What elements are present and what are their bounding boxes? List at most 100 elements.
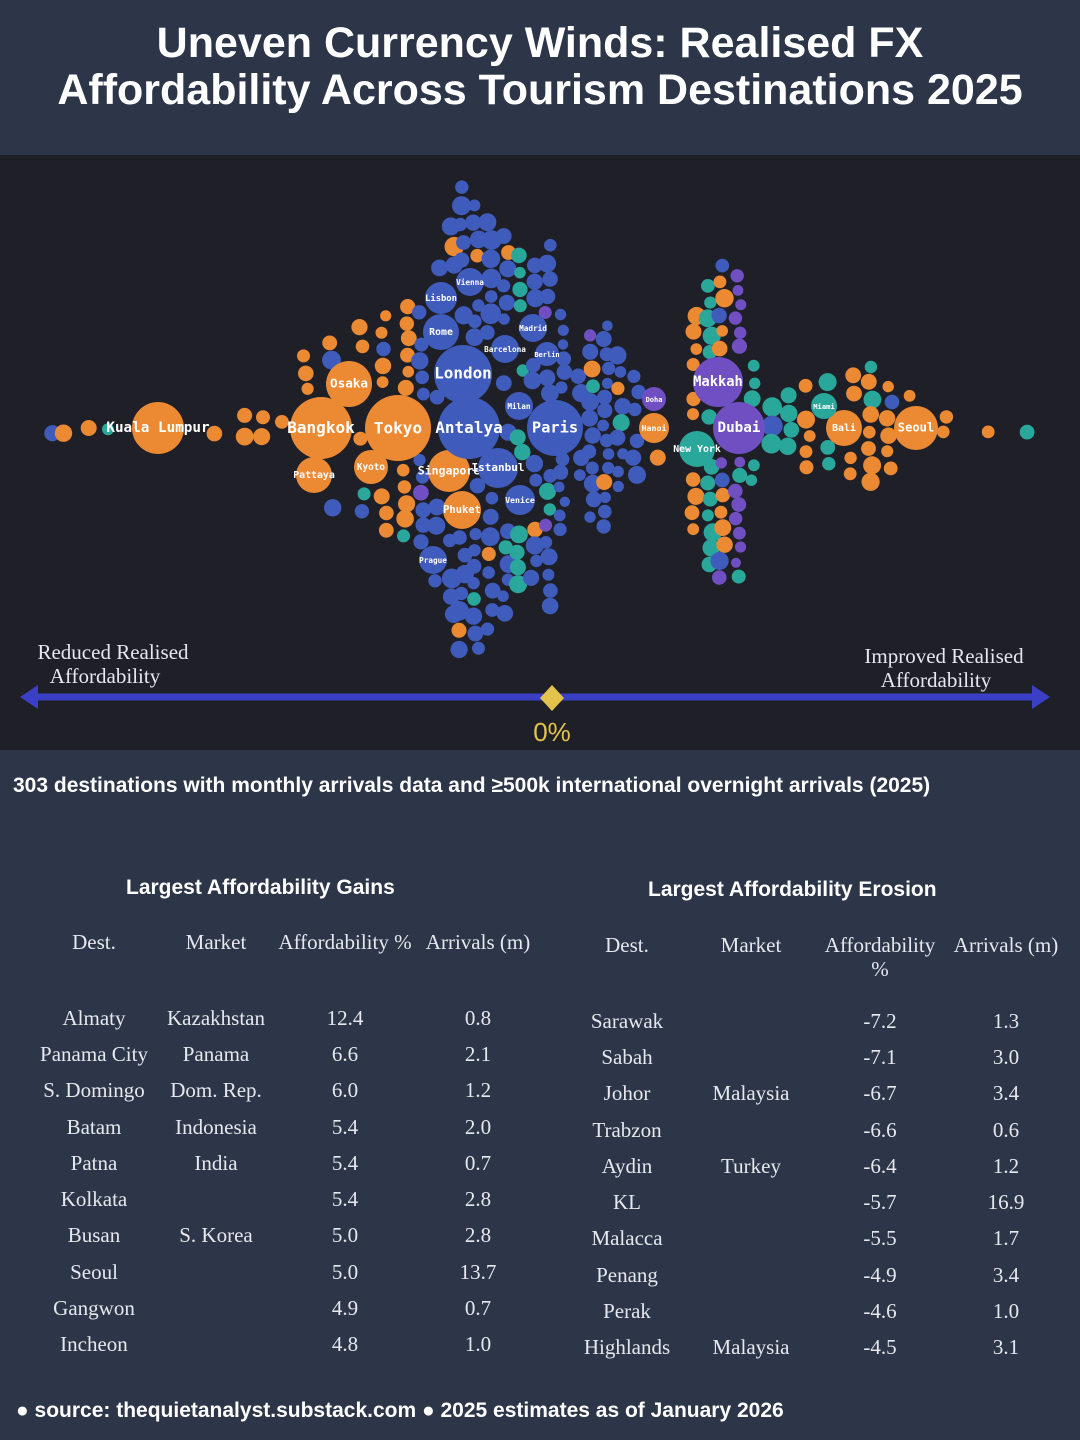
- bubble-seoul: [894, 406, 938, 450]
- destination-bubble: [557, 324, 569, 336]
- bubble-label: Milan: [507, 402, 531, 411]
- destination-bubble: [452, 530, 467, 545]
- bubble-kuala-lumpur: [132, 402, 184, 454]
- erosion-table-row: Sarawak -7.2 1.3: [567, 1003, 1067, 1039]
- destination-bubble: [687, 523, 700, 536]
- bubble-label: Venice: [505, 495, 535, 505]
- bubble-phuket: [443, 491, 481, 529]
- destination-bubble: [495, 228, 512, 244]
- destination-bubble: [597, 389, 613, 405]
- destination-bubble: [555, 381, 568, 394]
- destination-bubble: [526, 273, 543, 290]
- gains-arrivals-cell: 2.8: [464, 1187, 492, 1212]
- destination-bubble: [523, 569, 540, 586]
- bubble-bangkok: [290, 397, 352, 459]
- destination-bubble: [478, 213, 497, 232]
- erosion-arrivals-cell: 16.9: [987, 1190, 1025, 1215]
- gains-market-cell: [158, 1290, 274, 1326]
- gains-affordability-cell: 6.0: [331, 1078, 359, 1103]
- destination-bubble: [687, 487, 705, 505]
- destination-bubble: [690, 343, 703, 355]
- gains-arrivals-cell: 1.2: [464, 1078, 492, 1103]
- destination-bubble: [397, 529, 410, 543]
- destination-bubble: [554, 308, 567, 321]
- destination-bubble: [380, 310, 392, 322]
- gains-affordability-cell: 12.4: [326, 1005, 364, 1030]
- bubble-label: Kuala Lumpur: [106, 420, 210, 436]
- destination-bubble: [731, 557, 741, 568]
- gains-dest-cell: Panama City: [40, 1041, 148, 1066]
- destination-bubble: [611, 381, 625, 395]
- destination-bubble: [702, 491, 718, 507]
- bubble-label: Antalya: [435, 418, 502, 437]
- destination-bubble: [625, 449, 642, 466]
- gains-header-arrivals: Arrivals (m): [425, 930, 531, 954]
- destination-bubble: [686, 358, 700, 371]
- destination-bubble: [450, 640, 468, 659]
- destination-bubble: [734, 326, 747, 339]
- gains-header-market: Market: [185, 930, 247, 954]
- destination-bubble: [584, 329, 597, 342]
- destination-bubble: [762, 397, 782, 417]
- title-line-1: Uneven Currency Winds: Realised FX: [156, 19, 924, 67]
- destination-bubble: [509, 559, 526, 576]
- destination-bubble: [417, 387, 430, 401]
- destination-bubble: [745, 474, 758, 486]
- destination-bubble: [820, 440, 836, 455]
- gains-market-cell: [158, 1181, 274, 1217]
- destination-bubble: [374, 357, 392, 375]
- destination-bubble: [499, 260, 517, 278]
- destination-bubble: [734, 541, 747, 553]
- destination-bubble: [628, 402, 642, 417]
- destination-bubble: [748, 459, 760, 472]
- destination-bubble: [609, 429, 626, 446]
- destination-bubble: [373, 488, 390, 505]
- destination-bubble: [602, 461, 615, 475]
- erosion-table-row: Johor Malaysia -6.7 3.4: [567, 1076, 1067, 1112]
- destination-bubble: [783, 422, 800, 438]
- destination-bubble: [402, 365, 415, 378]
- erosion-arrivals-cell: 1.7: [992, 1226, 1020, 1251]
- destination-bubble: [730, 269, 744, 283]
- gains-market-cell: India: [194, 1150, 238, 1175]
- destination-bubble: [749, 377, 761, 389]
- erosion-affordability-cell: -6.4: [863, 1153, 897, 1178]
- destination-bubble: [481, 249, 501, 269]
- destination-bubble: [470, 248, 485, 263]
- destination-bubble: [415, 370, 430, 385]
- destination-bubble: [728, 311, 743, 325]
- destination-bubble: [582, 444, 597, 459]
- erosion-market-cell: [687, 1257, 815, 1293]
- destination-bubble: [881, 445, 894, 458]
- destination-bubble: [540, 548, 558, 566]
- erosion-dest-cell: Malacca: [591, 1226, 663, 1251]
- destination-bubble: [780, 404, 798, 423]
- destination-bubble: [747, 359, 760, 372]
- destination-bubble: [711, 340, 728, 357]
- destination-bubble: [484, 290, 498, 303]
- erosion-arrivals-cell: 3.0: [992, 1044, 1020, 1069]
- destination-bubble: [468, 544, 481, 557]
- destination-bubble: [541, 597, 559, 615]
- destination-bubble: [415, 517, 432, 533]
- erosion-market-cell: [687, 1184, 815, 1220]
- destination-bubble: [599, 491, 611, 504]
- bubble-label: Barcelona: [484, 345, 526, 354]
- destination-bubble: [861, 472, 880, 491]
- gains-header-affordability: Affordability %: [278, 930, 412, 954]
- destination-bubble: [509, 429, 526, 446]
- destination-bubble: [729, 511, 743, 526]
- bubble-tokyo: [365, 395, 431, 461]
- destination-bubble: [514, 266, 526, 279]
- destination-bubble: [542, 568, 555, 581]
- destination-bubble: [451, 622, 467, 638]
- gains-table-row: Incheon 4.8 1.0: [30, 1327, 540, 1363]
- destination-bubble: [351, 319, 368, 336]
- bubble-venice: [505, 485, 535, 515]
- destination-bubble: [415, 502, 431, 518]
- destination-bubble: [733, 526, 746, 540]
- gains-table-row: Busan S. Korea 5.0 2.8: [30, 1218, 540, 1254]
- erosion-affordability-cell: -6.6: [863, 1117, 897, 1142]
- destination-bubble: [538, 369, 556, 387]
- bubble-label: Makkah: [693, 374, 743, 390]
